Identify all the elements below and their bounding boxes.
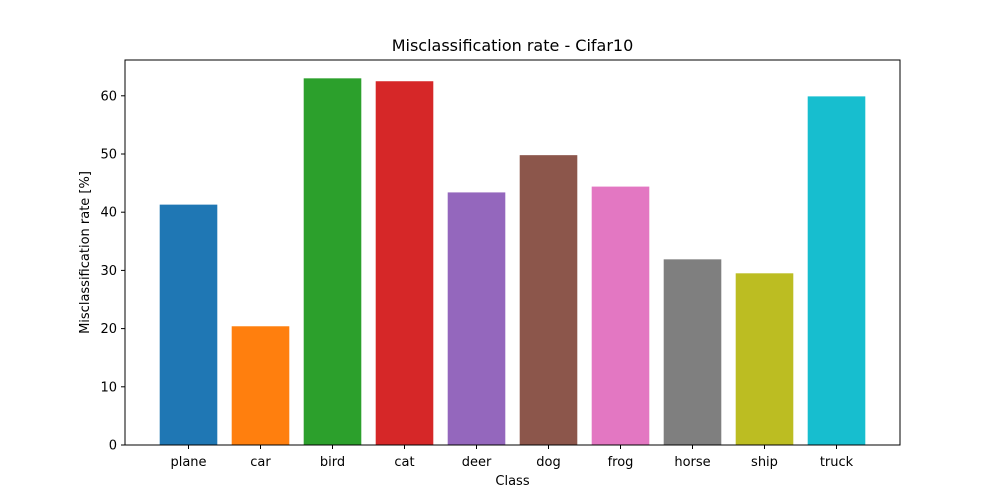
bar-dog [519, 155, 578, 445]
bar-ship [735, 273, 794, 445]
x-tick-label: plane [170, 455, 206, 470]
y-axis-label: Misclassification rate [%] [78, 171, 93, 334]
bar-deer [447, 192, 506, 445]
bar-truck [807, 96, 866, 445]
y-axis-ticks: 0 10 20 30 40 50 60 [100, 89, 125, 454]
x-tick-label: car [250, 455, 271, 470]
plot-frame [124, 59, 901, 446]
y-tick-label: 40 [100, 206, 117, 221]
x-axis-label: Class [495, 474, 529, 489]
y-tick-label: 50 [100, 147, 117, 162]
bar-horse [663, 259, 722, 445]
x-tick-label: ship [751, 455, 778, 470]
bar-cat [375, 81, 434, 446]
x-tick-label: frog [608, 455, 634, 470]
bar-car [231, 326, 290, 445]
bar-plane [159, 204, 218, 445]
bars-group [159, 78, 866, 446]
x-tick-label: bird [320, 455, 345, 470]
x-tick-label: horse [674, 455, 710, 470]
y-tick-label: 10 [100, 380, 117, 395]
y-tick-label: 20 [100, 322, 117, 337]
y-tick-label: 0 [109, 439, 117, 454]
bar-frog [591, 186, 650, 445]
x-tick-label: truck [820, 455, 854, 470]
bar-bird [303, 78, 362, 445]
chart-title: Misclassification rate - Cifar10 [392, 36, 634, 55]
x-tick-label: deer [462, 455, 492, 470]
x-tick-label: cat [394, 455, 414, 470]
y-tick-label: 60 [100, 89, 117, 104]
x-tick-label: dog [536, 455, 560, 470]
x-axis-ticks: plane car bird cat deer dog frog horse ship truck [170, 445, 854, 470]
y-tick-label: 30 [100, 264, 117, 279]
